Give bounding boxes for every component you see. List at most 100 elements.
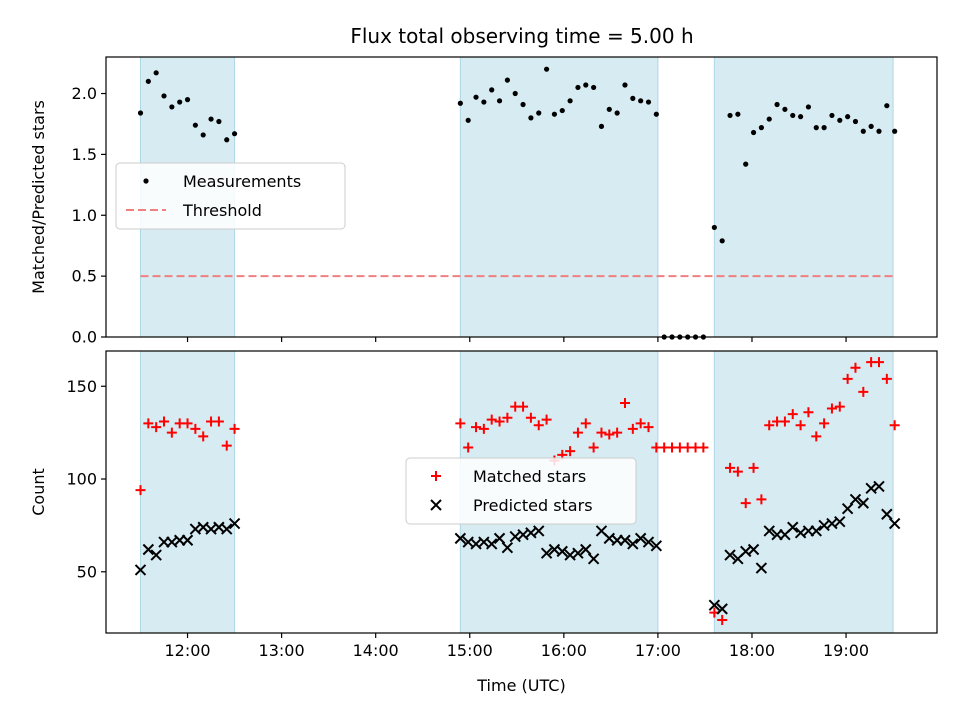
data-point — [151, 422, 162, 433]
data-point — [795, 420, 806, 431]
data-point — [716, 603, 728, 615]
data-point — [454, 532, 467, 545]
data-point — [790, 112, 796, 119]
data-point — [493, 532, 506, 545]
data-point — [619, 534, 631, 546]
data-point — [536, 110, 542, 116]
data-point — [717, 615, 728, 626]
data-point — [852, 118, 859, 125]
data-point — [486, 538, 498, 550]
data-point — [860, 128, 866, 134]
data-point — [876, 128, 882, 134]
data-point — [740, 498, 751, 509]
data-point — [732, 466, 743, 477]
data-point — [200, 132, 206, 138]
data-point — [698, 442, 709, 453]
data-point — [471, 422, 482, 433]
data-point — [512, 90, 518, 97]
data-point — [181, 534, 194, 546]
data-point — [161, 93, 167, 99]
legend-swatch — [431, 471, 441, 481]
data-point — [221, 523, 233, 535]
data-point — [591, 84, 597, 91]
data-point — [481, 99, 487, 105]
data-point — [604, 429, 615, 440]
data-point — [473, 94, 479, 100]
data-point — [478, 423, 489, 434]
data-point — [735, 111, 741, 117]
series-predicted-stars — [134, 480, 901, 615]
data-point — [619, 397, 630, 408]
data-point — [580, 418, 591, 429]
data-point — [572, 427, 583, 438]
data-point — [787, 521, 799, 533]
data-point — [889, 420, 900, 431]
data-point — [813, 125, 819, 131]
data-point — [645, 99, 652, 105]
data-point — [540, 547, 553, 559]
data-point — [849, 493, 862, 506]
data-point — [231, 131, 238, 137]
shaded-interval — [139, 350, 236, 634]
data-point — [841, 502, 854, 515]
data-point — [213, 416, 224, 427]
data-point — [580, 543, 592, 556]
data-point — [750, 129, 757, 136]
data-point — [588, 442, 599, 453]
shaded-interval — [459, 56, 659, 338]
x-tick-label: 12:00 — [164, 641, 210, 660]
legend-label: Predicted stars — [473, 496, 593, 515]
data-point — [810, 525, 822, 537]
data-point — [821, 125, 827, 131]
x-tick-label: 19:00 — [823, 641, 869, 660]
data-point — [587, 553, 600, 565]
data-point — [756, 494, 767, 505]
data-point — [747, 543, 760, 556]
legend-label: Threshold — [182, 201, 262, 220]
data-point — [221, 440, 232, 451]
data-point — [198, 431, 209, 442]
data-point — [518, 401, 529, 412]
data-point — [145, 78, 151, 84]
x-tick-label: 17:00 — [635, 641, 681, 660]
data-point — [755, 562, 768, 574]
legend-label: Matched stars — [473, 467, 586, 486]
data-point — [634, 532, 647, 545]
data-point — [774, 101, 780, 108]
y-axis-label: Matched/Predicted stars — [29, 100, 48, 294]
data-point — [135, 485, 146, 496]
y-tick-label: 150 — [66, 377, 97, 396]
data-point — [811, 431, 822, 442]
data-point — [496, 98, 503, 104]
data-point — [463, 442, 474, 453]
data-point — [805, 104, 812, 110]
data-point — [606, 106, 612, 112]
data-point — [134, 564, 147, 576]
x-axis-label: Time (UTC) — [476, 676, 565, 695]
y-tick-label: 50 — [77, 562, 97, 581]
data-point — [229, 423, 240, 434]
data-point — [622, 82, 628, 88]
y-tick-label: 0.5 — [72, 267, 97, 286]
data-point — [143, 418, 154, 429]
data-point — [137, 110, 144, 116]
data-point — [708, 599, 721, 611]
data-point — [803, 407, 814, 418]
data-point — [782, 106, 788, 112]
data-point — [525, 412, 536, 423]
x-tick-label: 16:00 — [541, 641, 587, 660]
data-point — [575, 84, 581, 91]
data-point — [834, 401, 845, 412]
data-point — [888, 517, 901, 530]
data-point — [650, 540, 663, 552]
data-point — [583, 82, 589, 88]
data-point — [520, 101, 526, 108]
data-point — [779, 416, 790, 427]
data-point — [224, 137, 230, 143]
data-point — [166, 427, 177, 438]
data-point — [486, 414, 497, 425]
y-tick-label: 2.0 — [72, 84, 97, 103]
data-point — [748, 462, 759, 473]
data-point — [182, 418, 193, 429]
legend-swatch — [430, 499, 442, 511]
